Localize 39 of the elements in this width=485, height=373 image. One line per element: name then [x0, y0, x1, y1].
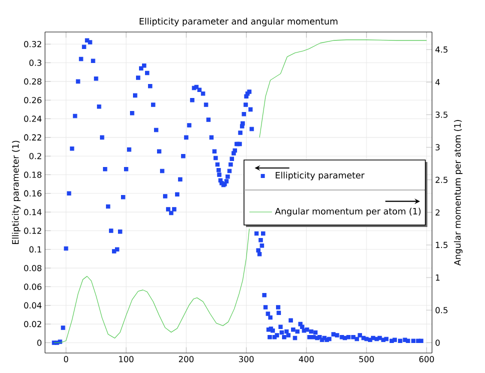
- y2-tick-label: 1: [436, 274, 440, 281]
- y2-tick-label: 2: [436, 209, 440, 216]
- y2-tick-label: 3: [436, 144, 440, 150]
- y2-tick-label: 3.5: [436, 112, 448, 118]
- y-axis-title: Ellipticity parameter (1): [12, 140, 20, 244]
- x-tick-label: 600: [419, 356, 434, 362]
- y-tick-label: 0.26: [24, 96, 42, 104]
- y2-tick-label: 0.5: [436, 307, 448, 314]
- y-tick-label: 0: [37, 340, 42, 346]
- x-tick-label: 500: [359, 356, 374, 362]
- y-tick-label: 0.04: [24, 302, 42, 309]
- y2-axis-title: Angular momentum per atom (1): [454, 120, 462, 266]
- y-tick-label: 0.02: [24, 320, 42, 328]
- y-tick-label: 0.24: [24, 116, 42, 122]
- y-tick-label: 0.28: [24, 78, 42, 85]
- chart-title: Ellipticity parameter and angular momentum: [140, 18, 338, 26]
- x-tick-label: 300: [239, 356, 254, 362]
- y-tick-label: 0.08: [24, 264, 42, 272]
- y-tick-label: 0.22: [24, 134, 42, 141]
- y2-tick-label: 4.5: [435, 46, 448, 53]
- y-tick-label: 0.06: [24, 284, 42, 290]
- y2-tick-label: 0: [436, 340, 440, 346]
- y2-tick-label: 4: [435, 79, 440, 86]
- legend-label: Angular momentum per atom (1): [275, 208, 421, 216]
- y2-tick-label: 1.5: [436, 242, 448, 248]
- x-tick-label: 200: [178, 356, 194, 362]
- y-tick-label: 0.12: [24, 228, 42, 234]
- y-tick-label: 0.1: [29, 246, 42, 253]
- y2-tick-label: 2.5: [436, 176, 448, 183]
- x-tick-label: 400: [298, 356, 314, 362]
- y-tick-label: 0.2: [29, 152, 42, 160]
- legend-label: Ellipticity parameter: [276, 172, 365, 180]
- y-tick-label: 0.3: [29, 60, 42, 66]
- y-tick-label: 0.14: [24, 208, 42, 216]
- y-tick-label: 0.16: [24, 190, 42, 197]
- y-tick-label: 0.18: [24, 172, 42, 178]
- y-tick-label: 0.32: [24, 40, 42, 48]
- x-tick-label: 0: [64, 356, 68, 362]
- x-tick-label: 100: [119, 356, 134, 362]
